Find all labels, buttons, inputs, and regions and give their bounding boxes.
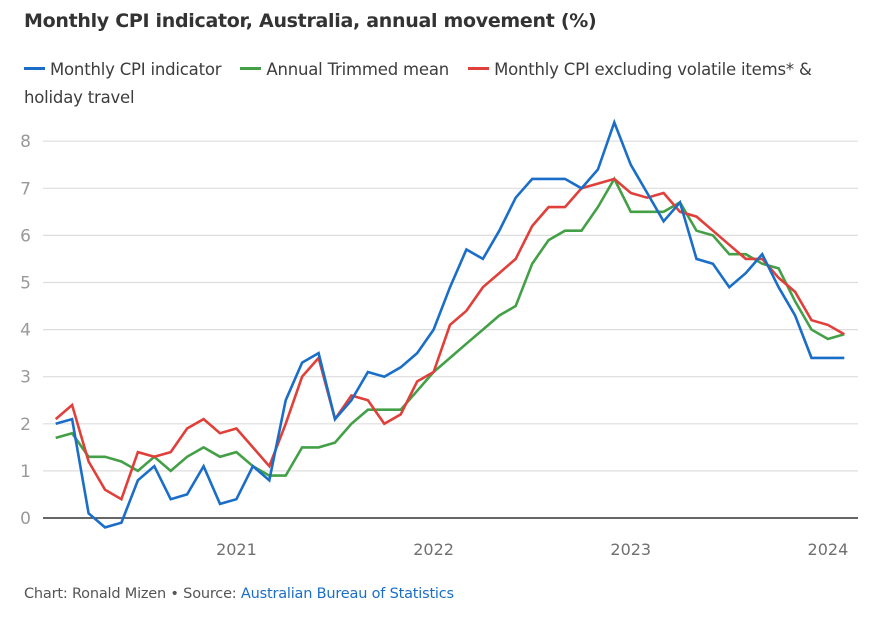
x-tick-label: 2021 — [216, 540, 257, 559]
x-tick-label: 2023 — [610, 540, 651, 559]
x-tick-label: 2022 — [413, 540, 454, 559]
chart-title: Monthly CPI indicator, Australia, annual… — [24, 10, 597, 32]
series-lines — [54, 118, 845, 529]
series-line-monthly-cpi-indicator — [55, 118, 845, 529]
y-tick-label: 2 — [20, 415, 31, 435]
source-link[interactable]: Australian Bureau of Statistics — [240, 586, 454, 602]
y-tick-label: 4 — [20, 321, 31, 341]
y-axis-ticks: 0 1 2 3 4 5 6 7 8 — [20, 132, 31, 529]
x-tick-label: 2024 — [808, 540, 849, 559]
gridlines — [43, 140, 858, 519]
series-line-annual-trimmed-mean — [55, 176, 845, 477]
y-tick-label: 3 — [20, 368, 31, 388]
legend-item-excl-volatile: Monthly CPI excluding volatile items* & … — [24, 60, 812, 107]
legend-swatch-red-line — [468, 67, 490, 70]
y-tick-label: 5 — [20, 274, 31, 294]
legend-swatch-green-line — [240, 67, 262, 70]
legend-label: Annual Trimmed mean — [266, 60, 450, 79]
y-tick-label: 6 — [20, 226, 31, 246]
legend-label: Monthly CPI excluding volatile items* & … — [24, 60, 812, 107]
y-tick-label: 1 — [20, 462, 31, 482]
legend-swatch-blue-line — [24, 67, 45, 70]
chart-credit: Chart: Ronald Mizen • Source: — [24, 586, 241, 602]
x-axis-ticks: 2021 2022 2023 2024 — [216, 540, 848, 559]
series-line-monthly-cpi-excluding-volatile-items-holiday-travel — [54, 177, 845, 502]
y-tick-label: 0 — [20, 509, 31, 529]
y-tick-label: 7 — [20, 179, 31, 199]
legend-item-trimmed-mean: Annual Trimmed mean — [240, 60, 449, 79]
chart-footer: Chart: Ronald Mizen • Source: Australian… — [24, 586, 454, 602]
legend: Monthly CPI indicator Annual Trimmed mea… — [24, 56, 874, 112]
legend-item-monthly-cpi: Monthly CPI indicator — [24, 60, 222, 79]
y-tick-label: 8 — [20, 132, 31, 152]
legend-label: Monthly CPI indicator — [50, 60, 222, 79]
